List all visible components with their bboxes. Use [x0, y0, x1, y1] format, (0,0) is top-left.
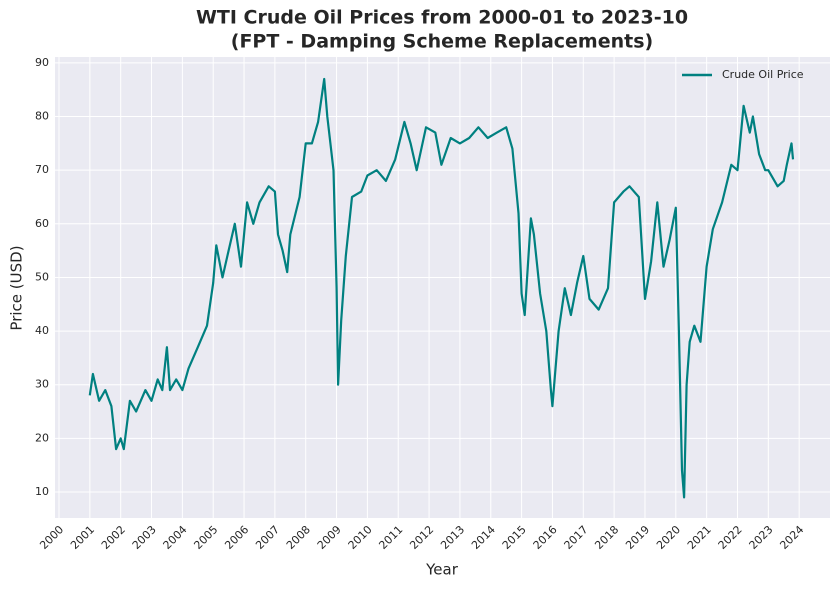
x-tick-label: 2003 — [130, 523, 159, 552]
y-tick-label: 60 — [35, 217, 49, 230]
x-tick-label: 2001 — [68, 523, 97, 552]
plot-area — [55, 57, 830, 518]
x-tick-label: 2016 — [531, 523, 560, 552]
x-tick-label: 2020 — [654, 523, 683, 552]
x-tick-label: 2008 — [284, 523, 313, 552]
x-tick-label: 2018 — [592, 523, 621, 552]
x-tick-label: 2015 — [500, 523, 529, 552]
y-tick-label: 10 — [35, 485, 49, 498]
y-tick-label: 50 — [35, 270, 49, 283]
x-tick-label: 2013 — [438, 523, 467, 552]
x-tick-label: 2022 — [716, 523, 745, 552]
legend-label: Crude Oil Price — [722, 68, 804, 81]
data-line — [88, 77, 795, 499]
x-tick-label: 2007 — [253, 523, 282, 552]
x-tick-label: 2002 — [99, 523, 128, 552]
x-tick-label: 2004 — [161, 523, 190, 552]
y-tick-label: 70 — [35, 163, 49, 176]
y-tick-label: 90 — [35, 56, 49, 69]
x-tick-label: 2024 — [777, 523, 806, 552]
x-tick-label: 2021 — [685, 523, 714, 552]
y-tick-label: 40 — [35, 324, 49, 337]
chart-title: WTI Crude Oil Prices from 2000-01 to 202… — [196, 7, 688, 29]
y-tick-label: 20 — [35, 431, 49, 444]
x-axis-label: Year — [425, 561, 459, 579]
x-tick-label: 2017 — [562, 523, 591, 552]
chart-subtitle: (FPT - Damping Scheme Replacements) — [231, 31, 653, 53]
y-tick-label: 30 — [35, 378, 49, 391]
x-tick-label: 2006 — [222, 523, 251, 552]
x-tick-label: 2019 — [623, 523, 652, 552]
x-tick-label: 2009 — [315, 523, 344, 552]
x-tick-label: 2012 — [407, 523, 436, 552]
x-tick-label: 2011 — [376, 523, 405, 552]
x-tick-label: 2023 — [747, 523, 776, 552]
x-tick-label: 2000 — [37, 523, 66, 552]
y-tick-label: 80 — [35, 110, 49, 123]
y-axis-label: Price (USD) — [8, 245, 26, 330]
x-tick-label: 2005 — [191, 523, 220, 552]
x-tick-label: 2010 — [346, 523, 375, 552]
x-tick-label: 2014 — [469, 523, 498, 552]
